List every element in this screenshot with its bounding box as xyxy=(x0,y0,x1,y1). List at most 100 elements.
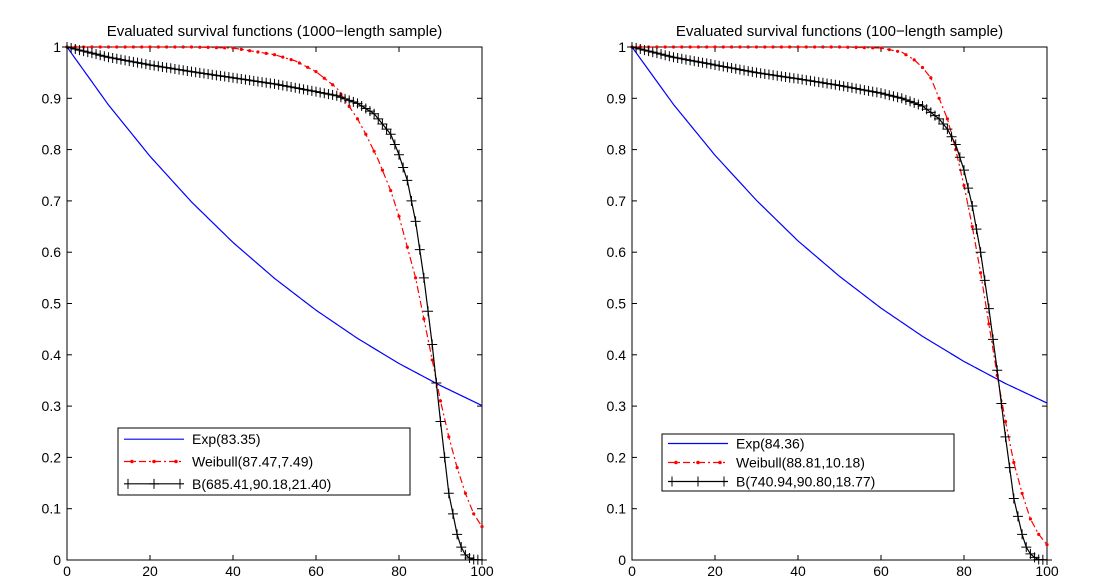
series-point-plus xyxy=(389,139,400,150)
x-tick-label: 100 xyxy=(1035,563,1059,579)
series-point-plus xyxy=(876,88,886,99)
legend-label-1: Weibull(88.81,10.18) xyxy=(736,455,865,471)
series-point-dot xyxy=(680,45,684,49)
series-point-plus xyxy=(124,56,135,67)
series-point-dot xyxy=(397,214,401,218)
series-point-dot xyxy=(206,45,210,50)
series-point-plus xyxy=(967,201,978,212)
y-tick-label: 0.7 xyxy=(42,193,62,209)
series-point-plus xyxy=(627,42,637,52)
series-line-1 xyxy=(632,46,1048,545)
series-point-dot xyxy=(372,149,376,153)
series-point-dot xyxy=(189,45,194,49)
series-point-plus xyxy=(302,85,313,96)
series-point-plus xyxy=(140,59,151,70)
series-point-plus xyxy=(830,79,841,90)
series-line-0 xyxy=(66,46,483,407)
series-point-plus xyxy=(1000,431,1011,442)
y-tick-label: 0.1 xyxy=(607,501,627,517)
series-point-dot xyxy=(821,45,825,49)
series-point-plus xyxy=(851,83,862,94)
x-tick-label: 40 xyxy=(790,563,806,579)
series-point-plus xyxy=(273,79,284,90)
series-point-plus xyxy=(846,82,857,93)
series-point-plus xyxy=(265,78,276,89)
series-point-plus xyxy=(722,62,733,73)
series-point-plus xyxy=(286,82,297,93)
series-point-dot xyxy=(355,117,360,121)
series-point-dot xyxy=(904,53,908,57)
series-point-dot xyxy=(1037,532,1041,536)
y-tick-label: 0.4 xyxy=(607,347,627,363)
series-point-dot xyxy=(248,49,252,53)
series-point-plus xyxy=(950,139,961,150)
series-point-plus xyxy=(813,77,824,88)
series-point-plus xyxy=(714,60,725,71)
series-point-dot xyxy=(945,117,950,121)
series-point-plus xyxy=(178,65,189,76)
series-point-plus xyxy=(739,65,750,76)
series-point-plus xyxy=(992,365,1003,376)
series-point-plus xyxy=(988,334,999,345)
series-point-dot xyxy=(165,45,169,49)
series-point-plus xyxy=(228,72,238,83)
chart-right: Evaluated survival functions (100−length… xyxy=(607,23,1059,579)
series-point-plus xyxy=(414,244,425,255)
series-point-plus xyxy=(153,61,164,72)
series-point-dot xyxy=(198,45,202,49)
series-point-dot xyxy=(671,45,676,49)
legend-label-0: Exp(83.35) xyxy=(192,431,260,447)
series-point-plus xyxy=(418,272,429,283)
series-point-dot xyxy=(979,271,983,275)
series-point-plus xyxy=(763,69,774,80)
series-point-dot xyxy=(937,96,941,100)
x-tick-label: 0 xyxy=(628,563,636,579)
series-point-dot xyxy=(854,45,858,50)
series-point-plus xyxy=(136,58,147,69)
series-point-plus xyxy=(892,92,903,103)
series-point-plus xyxy=(244,75,255,86)
series-point-plus xyxy=(120,55,131,66)
series-point-plus xyxy=(232,73,243,84)
series-point-plus xyxy=(838,81,849,92)
series-point-dot xyxy=(123,45,127,49)
series-point-plus xyxy=(1012,511,1023,522)
series-point-plus xyxy=(277,80,288,91)
series-point-plus xyxy=(859,85,870,96)
series-point-dot xyxy=(837,45,842,49)
series-point-dot xyxy=(920,65,925,70)
series-point-plus xyxy=(697,57,708,68)
series-point-plus xyxy=(169,63,180,74)
series-point-dot xyxy=(713,45,717,49)
series-point-plus xyxy=(161,62,172,73)
y-tick-label: 0.8 xyxy=(607,142,627,158)
series-point-plus xyxy=(111,53,122,64)
series-point-dot xyxy=(281,55,285,59)
series-point-plus xyxy=(315,87,326,98)
y-tick-label: 0.1 xyxy=(42,501,62,517)
series-point-plus xyxy=(211,70,222,81)
y-tick-label: 0.9 xyxy=(607,90,627,106)
series-point-plus xyxy=(909,97,920,108)
series-point-plus xyxy=(427,339,438,350)
series-point-plus xyxy=(776,71,787,82)
series-point-plus xyxy=(344,95,355,106)
series-point-plus xyxy=(751,67,762,78)
series-point-plus xyxy=(718,61,729,72)
series-point-dot xyxy=(422,317,426,321)
series-point-plus xyxy=(327,89,338,100)
y-tick-label: 0.8 xyxy=(42,142,62,158)
series-point-plus xyxy=(78,46,89,57)
series-point-plus xyxy=(157,61,168,72)
series-point-plus xyxy=(1029,552,1040,563)
series-point-dot xyxy=(463,491,467,495)
series-point-dot xyxy=(430,358,434,362)
series-point-dot xyxy=(297,61,301,65)
series-point-dot xyxy=(455,466,459,470)
series-point-plus xyxy=(884,90,895,101)
x-tick-label: 20 xyxy=(142,563,158,579)
series-point-dot xyxy=(131,45,135,49)
series-point-dot xyxy=(804,45,808,49)
series-point-plus xyxy=(668,52,679,63)
series-point-plus xyxy=(946,131,957,142)
